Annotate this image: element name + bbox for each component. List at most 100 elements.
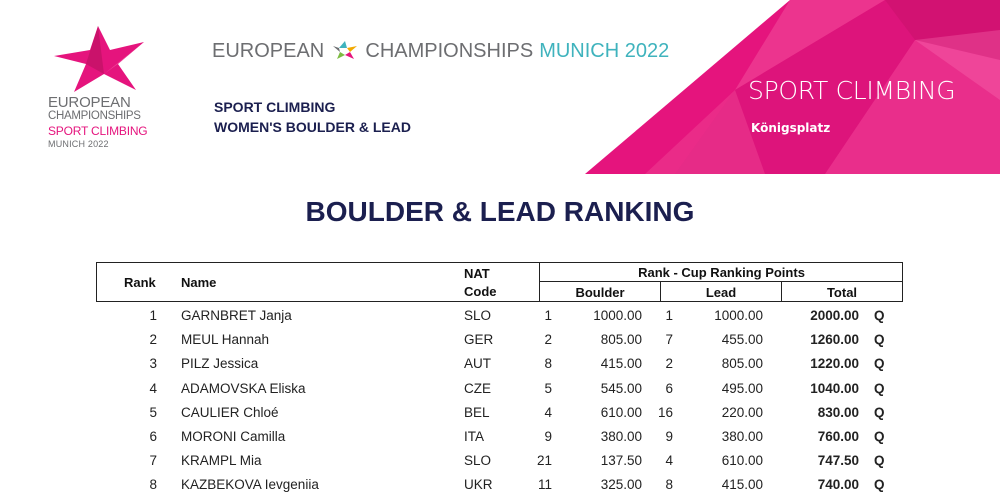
qualified-flag: Q (874, 308, 885, 323)
rank-cell: 1 (149, 308, 157, 323)
header-divider (539, 281, 903, 282)
table-row: 8 KAZBEKOVA Ievgeniia UKR 11 325.00 8 415.00 74… (0, 474, 1000, 498)
boulder-rank-cell: 2 (544, 332, 552, 348)
header-boulder: Boulder (575, 285, 625, 300)
banner-background (585, 0, 1000, 174)
nat-cell: UKR (464, 477, 493, 493)
logo-line-3: SPORT CLIMBING (48, 124, 148, 138)
lead-rank-cell: 8 (665, 477, 673, 493)
header-rank: Rank (124, 275, 156, 290)
rank-cell: 8 (149, 477, 157, 493)
rank-cell: 5 (149, 404, 157, 420)
lead-rank-cell: 2 (665, 356, 673, 372)
lead-points-cell: 220.00 (721, 404, 763, 420)
lead-rank-cell: 6 (665, 380, 673, 396)
boulder-rank-cell: 4 (544, 404, 552, 420)
qualified-flag: Q (874, 332, 885, 348)
header-name: Name (181, 275, 217, 290)
name-cell: PILZ Jessica (181, 356, 259, 372)
table-row: 2 MEUL Hannah GER 2 805.00 7 455.00 1260.00 Q (0, 329, 1000, 353)
header-total: Total (826, 285, 858, 300)
nat-cell: SLO (464, 453, 492, 469)
table-row: 7 KRAMPL Mia SLO 21 137.50 4 610.00 747.50 Q (0, 450, 1000, 474)
name-cell: KRAMPL Mia (181, 453, 262, 469)
header-divider (660, 282, 661, 302)
header-group: Rank - Cup Ranking Points (638, 265, 805, 280)
nat-cell: BEL (464, 404, 490, 420)
total-cell: 740.00 (817, 477, 859, 493)
table-row: 5 CAULIER Chloé BEL 4 610.00 16 220.00 830.00 Q (0, 402, 1000, 426)
multicolor-star-icon (332, 41, 357, 59)
discipline-label: SPORT CLIMBING (214, 99, 336, 115)
event-title-part-2: CHAMPIONSHIPS (365, 40, 534, 62)
boulder-rank-cell: 1 (544, 308, 552, 323)
logo-line-2: CHAMPIONSHIPS (48, 110, 141, 122)
nat-cell: ITA (464, 429, 484, 444)
rank-cell: 2 (149, 332, 157, 348)
event-title-part-3: MUNICH 2022 (539, 40, 670, 62)
table-header (96, 262, 903, 302)
boulder-points-cell: 1000.00 (593, 308, 642, 323)
boulder-points-cell: 137.50 (600, 453, 642, 469)
banner-title: SPORT CLIMBING (748, 76, 956, 105)
table-row: 3 PILZ Jessica AUT 8 415.00 2 805.00 1220.00 Q (0, 353, 1000, 377)
table-row: 1 GARNBRET Janja SLO 1 1000.00 1 1000.00 2000.0… (0, 305, 1000, 329)
star-logo-icon (54, 26, 144, 92)
name-cell: ADAMOVSKA Eliska (181, 380, 306, 396)
rank-cell: 6 (149, 429, 157, 444)
boulder-points-cell: 610.00 (600, 404, 642, 420)
event-title-part-1: EUROPEAN (212, 40, 325, 62)
boulder-points-cell: 415.00 (600, 356, 642, 372)
boulder-points-cell: 380.00 (600, 429, 642, 444)
qualified-flag: Q (874, 429, 885, 444)
total-cell: 1220.00 (810, 356, 859, 372)
event-title: EUROPEAN CHAMPIONSHIPS MUNICH 2022 (212, 40, 669, 63)
boulder-points-cell: 325.00 (600, 477, 642, 493)
total-cell: 760.00 (817, 429, 859, 444)
logo-line-4: MUNICH 2022 (48, 139, 109, 149)
nat-cell: SLO (464, 308, 492, 323)
lead-rank-cell: 16 (657, 404, 673, 420)
boulder-rank-cell: 11 (537, 477, 552, 493)
qualified-flag: Q (874, 453, 885, 469)
qualified-flag: Q (874, 356, 885, 372)
boulder-rank-cell: 9 (544, 429, 552, 444)
qualified-flag: Q (874, 380, 885, 396)
qualified-flag: Q (874, 404, 885, 420)
lead-rank-cell: 1 (665, 308, 673, 323)
lead-rank-cell: 9 (665, 429, 673, 444)
boulder-points-cell: 805.00 (600, 332, 642, 348)
boulder-points-cell: 545.00 (600, 380, 642, 396)
name-cell: GARNBRET Janja (181, 308, 292, 323)
total-cell: 830.00 (817, 404, 859, 420)
rank-cell: 3 (149, 356, 157, 372)
lead-points-cell: 495.00 (721, 380, 763, 396)
lead-rank-cell: 7 (665, 332, 673, 348)
name-cell: MEUL Hannah (181, 332, 270, 348)
banner-venue: Königsplatz (751, 121, 831, 135)
header-code: Code (464, 284, 497, 299)
competition-label: WOMEN'S BOULDER & LEAD (214, 119, 411, 135)
boulder-rank-cell: 5 (544, 380, 552, 396)
boulder-rank-cell: 8 (544, 356, 552, 372)
total-cell: 2000.00 (810, 308, 859, 323)
total-cell: 747.50 (817, 453, 859, 469)
header-nat: NAT (464, 266, 490, 281)
lead-points-cell: 1000.00 (714, 308, 763, 323)
total-cell: 1040.00 (810, 380, 859, 396)
lead-points-cell: 415.00 (721, 477, 763, 493)
table-row: 4 ADAMOVSKA Eliska CZE 5 545.00 6 495.00 1040.0… (0, 378, 1000, 402)
header-divider (781, 282, 782, 302)
page-title: BOULDER & LEAD RANKING (305, 196, 695, 227)
nat-cell: AUT (464, 356, 491, 372)
table-row: 6 MORONI Camilla ITA 9 380.00 9 380.00 760.00 Q (0, 426, 1000, 450)
lead-points-cell: 455.00 (721, 332, 763, 348)
name-cell: KAZBEKOVA Ievgeniia (181, 477, 319, 493)
rank-cell: 4 (149, 380, 157, 396)
nat-cell: CZE (464, 380, 491, 396)
header-lead: Lead (705, 285, 737, 300)
boulder-rank-cell: 21 (536, 453, 552, 469)
total-cell: 1260.00 (810, 332, 859, 348)
qualified-flag: Q (874, 477, 885, 493)
rank-cell: 7 (149, 453, 157, 469)
